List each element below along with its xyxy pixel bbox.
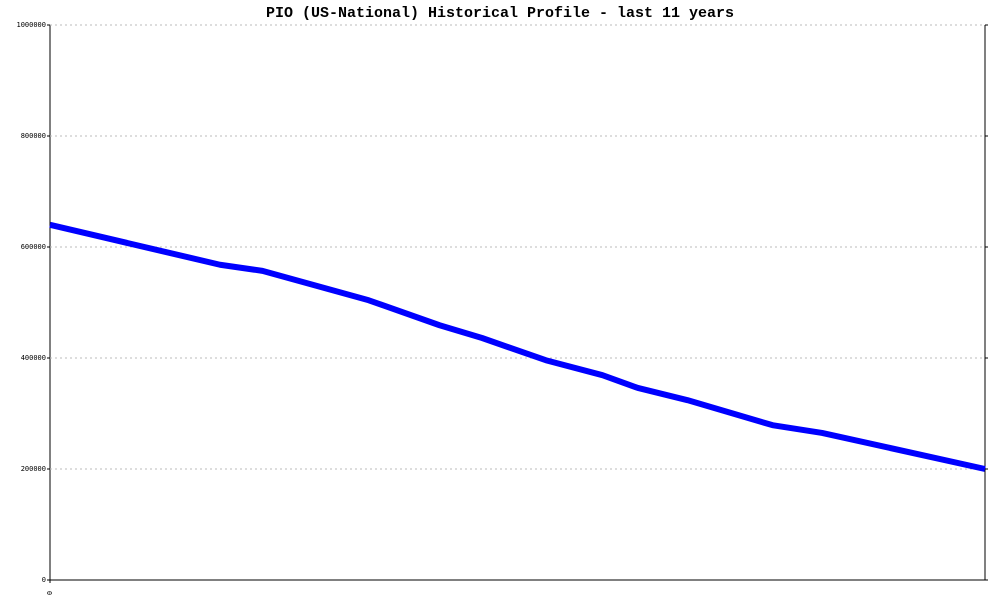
y-tick-label: 600000 bbox=[21, 243, 46, 251]
y-tick-label: 1000000 bbox=[16, 21, 46, 29]
x-tick-label: 0 bbox=[46, 591, 54, 595]
y-tick-label: 800000 bbox=[21, 132, 46, 140]
chart-title: PIO (US-National) Historical Profile - l… bbox=[266, 5, 734, 22]
y-tick-label: 200000 bbox=[21, 465, 46, 473]
data-line bbox=[49, 221, 986, 472]
y-tick-label: 0 bbox=[42, 576, 46, 584]
y-tick-label: 400000 bbox=[21, 354, 46, 362]
